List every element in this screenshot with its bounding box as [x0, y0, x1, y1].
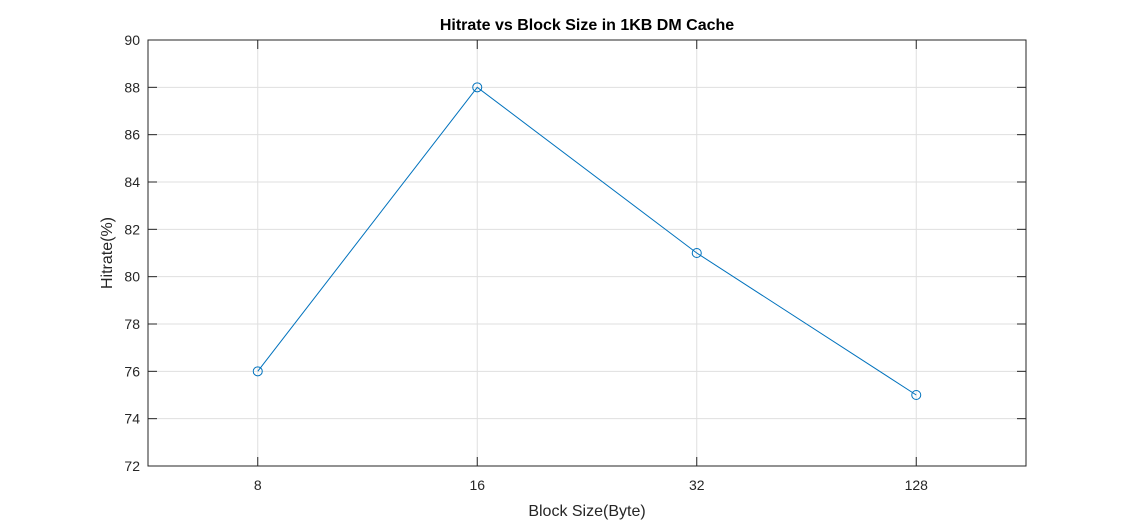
x-tick-label: 16	[469, 477, 485, 493]
y-tick-label: 80	[124, 269, 140, 285]
axes-box	[147, 39, 1027, 467]
data-point-marker	[252, 366, 263, 377]
series-layer	[252, 82, 922, 400]
y-tick-label: 86	[124, 127, 140, 143]
y-tick-label: 72	[124, 458, 140, 474]
x-tick-label: 128	[905, 477, 929, 493]
y-tick-label: 74	[124, 411, 140, 427]
data-point-marker	[911, 390, 922, 400]
data-point-marker	[691, 248, 702, 258]
x-tick-label: 8	[254, 477, 262, 493]
x-axis-label: Block Size(Byte)	[528, 503, 645, 520]
chart-title: Hitrate vs Block Size in 1KB DM Cache	[440, 17, 734, 34]
y-tick-label: 82	[124, 221, 140, 237]
y-tick-label: 90	[124, 32, 140, 48]
series-line	[257, 86, 917, 396]
y-axis-label: Hitrate(%)	[99, 217, 116, 289]
data-point-marker	[472, 82, 483, 93]
x-tick-label: 32	[689, 477, 705, 493]
y-tick-label: 84	[124, 174, 140, 190]
y-tick-label: 78	[124, 316, 140, 332]
y-tick-label: 76	[124, 363, 140, 379]
y-tick-label: 88	[124, 79, 140, 95]
ticks: 72 74 76 78 80 82 84 86 88 90 8 16 32 128	[124, 32, 1026, 493]
